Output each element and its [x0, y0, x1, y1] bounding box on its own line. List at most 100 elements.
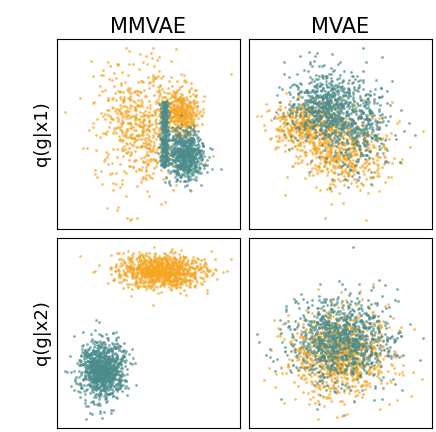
Point [181, 161, 188, 168]
Point [177, 270, 184, 277]
Point [159, 146, 166, 153]
Point [164, 147, 171, 154]
Point [105, 107, 112, 114]
Point [194, 127, 201, 134]
Point [319, 130, 326, 137]
Point [318, 86, 325, 93]
Point [160, 121, 167, 127]
Point [134, 284, 141, 291]
Point [348, 368, 355, 375]
Point [276, 106, 283, 113]
Point [361, 160, 368, 167]
Point [273, 115, 280, 122]
Point [332, 112, 339, 119]
Point [174, 138, 181, 145]
Point [99, 368, 106, 375]
Point [309, 324, 316, 330]
Point [332, 182, 339, 189]
Point [111, 263, 118, 270]
Point [330, 116, 337, 123]
Point [288, 123, 295, 130]
Point [181, 158, 187, 165]
Point [180, 145, 187, 152]
Point [328, 335, 335, 342]
Point [136, 102, 143, 109]
Point [191, 269, 198, 276]
Point [173, 256, 180, 263]
Point [359, 140, 366, 147]
Point [162, 137, 169, 144]
Point [128, 265, 135, 272]
Point [354, 132, 361, 139]
Point [312, 126, 319, 133]
Point [173, 168, 180, 175]
Point [307, 347, 314, 354]
Point [332, 103, 339, 110]
Point [184, 130, 191, 137]
Point [173, 126, 180, 133]
Point [158, 141, 165, 148]
Point [336, 95, 343, 102]
Point [371, 350, 378, 357]
Point [330, 102, 337, 109]
Point [373, 137, 380, 144]
Point [332, 130, 339, 137]
Point [130, 124, 137, 130]
Point [163, 121, 170, 127]
Point [284, 361, 291, 368]
Point [352, 332, 359, 339]
Point [166, 279, 173, 286]
Point [159, 102, 166, 108]
Point [100, 385, 107, 392]
Point [107, 383, 114, 390]
Point [105, 366, 112, 373]
Point [139, 258, 146, 265]
Point [283, 308, 290, 314]
Point [158, 135, 165, 142]
Point [106, 170, 113, 177]
Point [313, 100, 320, 107]
Point [186, 140, 193, 146]
Point [338, 125, 345, 132]
Point [176, 163, 183, 170]
Point [330, 348, 337, 355]
Point [355, 340, 362, 347]
Point [349, 108, 356, 114]
Point [385, 351, 392, 358]
Point [325, 332, 332, 339]
Point [106, 354, 112, 361]
Point [340, 331, 347, 338]
Point [331, 82, 338, 89]
Point [272, 113, 279, 120]
Point [172, 105, 179, 111]
Point [191, 131, 198, 138]
Point [122, 79, 129, 86]
Point [360, 378, 367, 384]
Point [323, 129, 330, 136]
Point [133, 280, 140, 287]
Point [346, 167, 353, 174]
Point [112, 355, 119, 362]
Point [289, 357, 296, 364]
Point [344, 330, 351, 337]
Point [352, 325, 359, 332]
Point [316, 355, 323, 362]
Point [178, 171, 185, 178]
Point [363, 130, 370, 137]
Point [306, 135, 313, 142]
Point [140, 283, 146, 290]
Point [150, 63, 157, 70]
Point [373, 336, 380, 343]
Point [104, 368, 111, 375]
Point [116, 345, 123, 352]
Point [177, 165, 184, 172]
Point [153, 130, 160, 137]
Point [321, 320, 328, 327]
Point [106, 367, 113, 374]
Point [146, 275, 153, 282]
Point [351, 350, 358, 357]
Point [285, 137, 292, 144]
Point [160, 266, 167, 273]
Point [360, 342, 367, 349]
Point [140, 79, 146, 86]
